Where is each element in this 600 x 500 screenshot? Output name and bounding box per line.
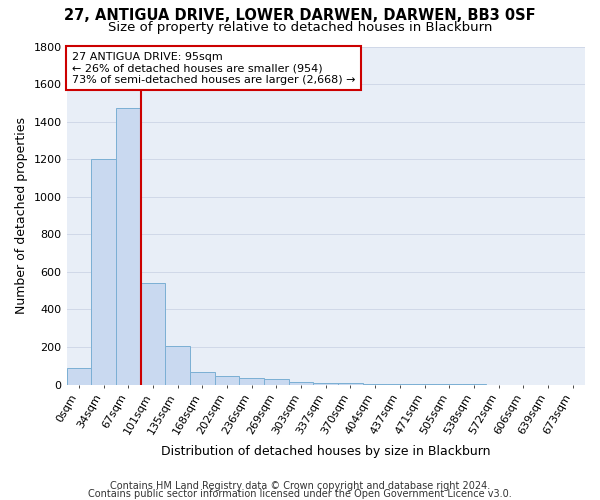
- Bar: [289, 382, 313, 384]
- Bar: [116, 108, 140, 384]
- Text: 27 ANTIGUA DRIVE: 95sqm
← 26% of detached houses are smaller (954)
73% of semi-d: 27 ANTIGUA DRIVE: 95sqm ← 26% of detache…: [72, 52, 355, 85]
- Bar: [239, 378, 264, 384]
- Bar: [190, 372, 215, 384]
- X-axis label: Distribution of detached houses by size in Blackburn: Distribution of detached houses by size …: [161, 444, 491, 458]
- Bar: [140, 283, 165, 384]
- Bar: [67, 368, 91, 384]
- Text: 27, ANTIGUA DRIVE, LOWER DARWEN, DARWEN, BB3 0SF: 27, ANTIGUA DRIVE, LOWER DARWEN, DARWEN,…: [64, 8, 536, 22]
- Bar: [165, 346, 190, 385]
- Text: Size of property relative to detached houses in Blackburn: Size of property relative to detached ho…: [108, 21, 492, 34]
- Y-axis label: Number of detached properties: Number of detached properties: [15, 117, 28, 314]
- Text: Contains HM Land Registry data © Crown copyright and database right 2024.: Contains HM Land Registry data © Crown c…: [110, 481, 490, 491]
- Bar: [264, 380, 289, 384]
- Bar: [91, 159, 116, 384]
- Bar: [338, 383, 363, 384]
- Text: Contains public sector information licensed under the Open Government Licence v3: Contains public sector information licen…: [88, 489, 512, 499]
- Bar: [313, 382, 338, 384]
- Bar: [215, 376, 239, 384]
